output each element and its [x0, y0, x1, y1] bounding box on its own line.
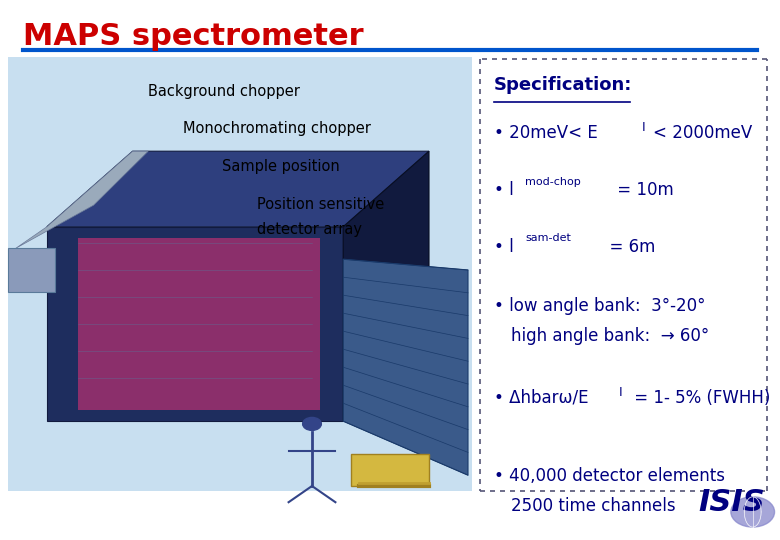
Polygon shape — [47, 227, 343, 421]
Text: • 20meV< E: • 20meV< E — [494, 124, 597, 142]
Polygon shape — [8, 248, 55, 292]
Text: < 2000meV: < 2000meV — [653, 124, 752, 142]
Polygon shape — [343, 259, 468, 475]
Text: • 40,000 detector elements: • 40,000 detector elements — [494, 467, 725, 485]
Polygon shape — [16, 151, 148, 248]
Text: Sample position: Sample position — [222, 159, 340, 174]
Text: Position sensitive: Position sensitive — [257, 197, 385, 212]
Text: Monochromating chopper: Monochromating chopper — [183, 122, 371, 137]
Polygon shape — [343, 151, 429, 421]
Text: = 10m: = 10m — [612, 181, 674, 199]
Text: = 6m: = 6m — [599, 238, 655, 255]
Text: I: I — [642, 121, 646, 134]
Text: I: I — [619, 386, 622, 399]
Polygon shape — [47, 151, 429, 227]
Text: Background chopper: Background chopper — [148, 84, 300, 99]
Text: ISIS: ISIS — [698, 488, 765, 517]
Text: = 1- 5% (FWHH): = 1- 5% (FWHH) — [629, 389, 771, 407]
Text: high angle bank:  → 60°: high angle bank: → 60° — [511, 327, 709, 345]
Text: • Δhbarω/E: • Δhbarω/E — [494, 389, 588, 407]
Text: Specification:: Specification: — [494, 76, 632, 93]
Text: • low angle bank:  3°-20°: • low angle bank: 3°-20° — [494, 297, 705, 315]
Text: 2500 time channels: 2500 time channels — [511, 497, 675, 515]
FancyBboxPatch shape — [351, 454, 429, 486]
Text: MAPS spectrometer: MAPS spectrometer — [23, 22, 364, 51]
Text: sam-det: sam-det — [525, 233, 571, 244]
Text: detector array: detector array — [257, 222, 363, 238]
Text: mod-chop: mod-chop — [525, 177, 580, 187]
FancyBboxPatch shape — [8, 57, 472, 491]
Polygon shape — [78, 238, 320, 410]
Circle shape — [303, 417, 321, 430]
Text: • l: • l — [494, 238, 513, 255]
Text: • l: • l — [494, 181, 513, 199]
Circle shape — [731, 497, 775, 527]
